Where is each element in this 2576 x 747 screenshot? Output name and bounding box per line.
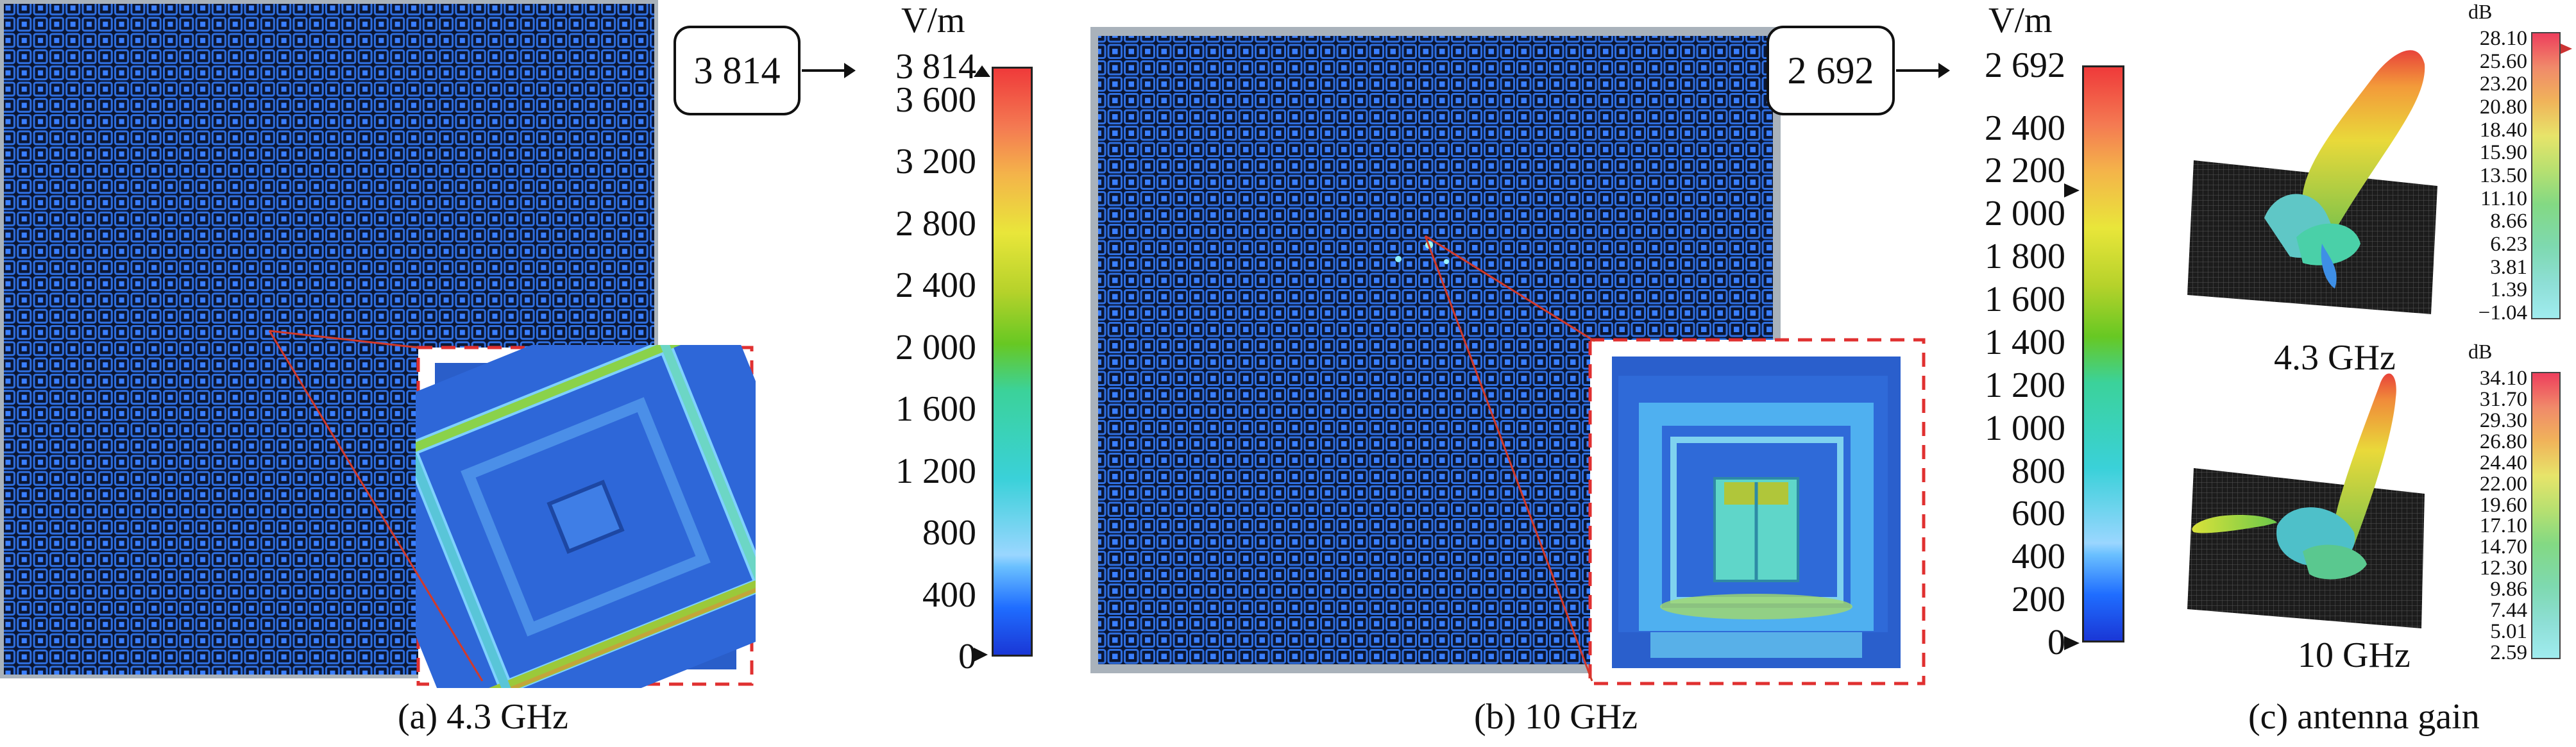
unit-label-b: V/m (1988, 1, 2053, 40)
colorbar-tick-label: 3 814 (895, 47, 976, 87)
colorbar-tick-label: 24.40 (2479, 451, 2527, 474)
colorbar-tick-label: 25.60 (2479, 49, 2527, 73)
colorbar-c-bottom (2531, 372, 2561, 659)
unit-label-c-top: dB (2468, 0, 2493, 23)
colorbar-tick-label: 17.10 (2479, 514, 2527, 538)
colorbar-c-top (2531, 32, 2561, 319)
colorbar-tick-label: 800 (922, 513, 976, 553)
colorbar-tick-label: 2 400 (895, 265, 976, 306)
colorbar-tick-label: 2 200 (1985, 151, 2065, 191)
colorbar-tick-label: 400 (2012, 537, 2065, 577)
colorbar-tick-label: 1.39 (2490, 278, 2527, 302)
pointer-lines-a (268, 330, 484, 682)
colorbar-tick-label: 26.80 (2479, 430, 2527, 453)
colorbar-tick-label: 8.66 (2490, 210, 2527, 233)
colorbar-marker-c-top (2561, 44, 2572, 54)
pointer-lines-b (1424, 235, 1595, 682)
colorbar-tick-label: 1 200 (1985, 365, 2065, 405)
arrow-b (1896, 63, 1950, 78)
colorbar-tick-label: 200 (2012, 580, 2065, 620)
colorbar-tick-label: 34.10 (2479, 367, 2527, 390)
colorbar-tick-label: −1.04 (2478, 301, 2527, 324)
caption-b: (b) 10 GHz (1474, 697, 1638, 737)
colorbar-tick-label: 600 (2012, 494, 2065, 534)
colorbar-tick-label: 29.30 (2479, 408, 2527, 432)
unit-label-a: V/m (901, 1, 965, 40)
colorbar-tick-label: 0 (958, 637, 976, 676)
colorbar-b (2082, 65, 2124, 642)
freq-label-top: 4.3 GHz (2274, 338, 2396, 378)
unit-label-c-bottom: dB (2468, 340, 2493, 363)
colorbar-tick-label: 20.80 (2479, 96, 2527, 119)
colorbar-tick-label: 400 (922, 575, 976, 615)
colorbar-tick-label: 2 692 (1985, 46, 2065, 85)
zoom-inset-a (416, 345, 756, 688)
colorbar-tick-label: 2 000 (895, 327, 976, 367)
colorbar-marker-top-a (974, 65, 990, 77)
colorbar-tick-label: 3 600 (895, 80, 976, 120)
colorbar-tick-label: 31.70 (2479, 387, 2527, 411)
colorbar-tick-label: 1 200 (895, 451, 976, 491)
caption-a: (a) 4.3 GHz (398, 697, 568, 737)
colorbar-marker-bottom-a (974, 648, 988, 662)
colorbar-tick-label: 18.40 (2479, 118, 2527, 142)
arrow-a (802, 63, 856, 78)
colorbar-tick-label: 0 (2047, 623, 2065, 662)
colorbar-tick-label: 12.30 (2479, 557, 2527, 580)
colorbar-tick-label: 23.20 (2479, 72, 2527, 96)
colorbar-tick-label: 1 600 (895, 389, 976, 430)
field-map-a (0, 0, 658, 678)
freq-label-bottom: 10 GHz (2298, 635, 2411, 675)
colorbar-tick-label: 1 400 (1985, 322, 2065, 362)
colorbar-tick-label: 2 400 (1985, 108, 2065, 148)
colorbar-tick-label: 28.10 (2479, 27, 2527, 50)
colorbar-tick-label: 3.81 (2490, 255, 2527, 279)
colorbar-tick-label: 19.60 (2479, 493, 2527, 517)
colorbar-tick-label: 1 600 (1985, 280, 2065, 320)
colorbar-tick-label: 14.70 (2479, 535, 2527, 559)
max-value-box-b: 2 692 (1767, 26, 1895, 115)
colorbar-tick-label: 5.01 (2490, 620, 2527, 644)
colorbar-tick-label: 2 000 (1985, 194, 2065, 234)
colorbar-tick-label: 9.86 (2490, 578, 2527, 601)
colorbar-tick-label: 1 800 (1985, 237, 2065, 277)
colorbar-tick-label: 1 000 (1985, 408, 2065, 448)
colorbar-tick-label: 2.59 (2490, 641, 2527, 664)
zoom-inset-b (1588, 338, 1926, 685)
colorbar-tick-label: 22.00 (2479, 472, 2527, 496)
radiation-pattern-top (2187, 50, 2437, 314)
colorbar-tick-label: 3 200 (895, 142, 976, 182)
caption-c: (c) antenna gain (2248, 697, 2480, 737)
colorbar-tick-label: 800 (2012, 451, 2065, 491)
radiation-pattern-bottom (2187, 373, 2425, 628)
colorbar-tick-label: 7.44 (2490, 599, 2527, 623)
colorbar-a (992, 67, 1033, 657)
colorbar-marker-bottom-b (2064, 636, 2080, 650)
colorbar-tick-label: 2 800 (895, 203, 976, 244)
colorbar-tick-label: 15.90 (2479, 141, 2527, 165)
max-value-box-a: 3 814 (674, 26, 801, 115)
colorbar-tick-label: 13.50 (2479, 164, 2527, 187)
colorbar-tick-label: 6.23 (2490, 233, 2527, 256)
colorbar-marker-mid-b (2064, 183, 2080, 197)
colorbar-tick-label: 11.10 (2480, 187, 2527, 210)
